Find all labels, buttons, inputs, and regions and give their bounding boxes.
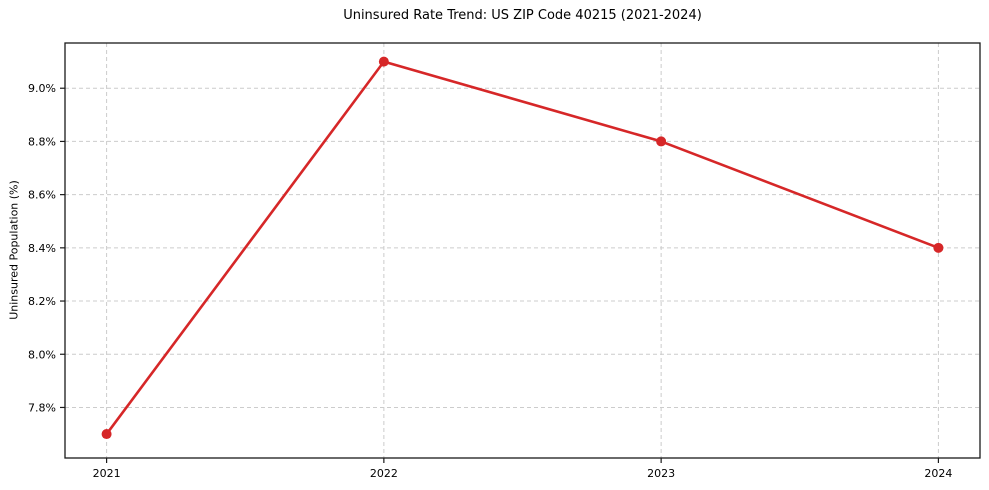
y-tick-label: 8.6% bbox=[28, 189, 56, 202]
data-point-2022 bbox=[378, 56, 389, 67]
x-tick-label: 2022 bbox=[370, 467, 398, 480]
y-tick-label: 8.2% bbox=[28, 295, 56, 308]
data-point-2024 bbox=[933, 242, 944, 253]
chart-title: Uninsured Rate Trend: US ZIP Code 40215 … bbox=[343, 8, 702, 23]
data-point-2021 bbox=[101, 429, 112, 440]
y-tick-label: 8.0% bbox=[28, 348, 56, 361]
x-tick-label: 2024 bbox=[924, 467, 952, 480]
y-tick-label: 8.8% bbox=[28, 135, 56, 148]
data-point-2023 bbox=[656, 136, 667, 147]
trend-line bbox=[105, 60, 940, 436]
y-tick-label: 9.0% bbox=[28, 82, 56, 95]
x-tick-label: 2023 bbox=[647, 467, 675, 480]
x-tick-label: 2021 bbox=[93, 467, 121, 480]
y-tick-label: 7.8% bbox=[28, 401, 56, 414]
plot-frame bbox=[64, 42, 981, 459]
y-tick-label: 8.4% bbox=[28, 242, 56, 255]
